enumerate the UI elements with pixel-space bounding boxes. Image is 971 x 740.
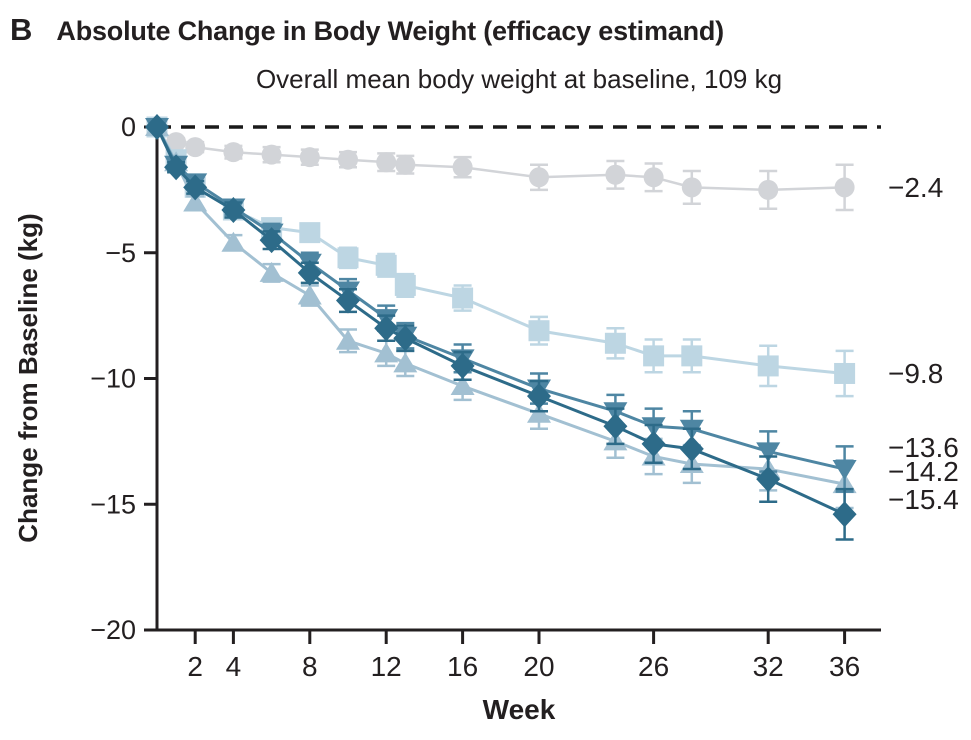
x-tick-label: 16 (447, 651, 478, 682)
end-value-label: −15.4 (888, 484, 959, 515)
panel-letter: B (10, 12, 33, 47)
end-value-label: −9.8 (888, 358, 943, 389)
data-point-marker-triangle-up (527, 402, 551, 423)
series-line (156, 126, 845, 192)
end-value-label: −14.2 (888, 456, 959, 487)
series-line (155, 126, 846, 516)
axis-lines (155, 127, 881, 632)
data-point-marker-diamond (679, 435, 704, 462)
x-axis-ticks: 2 4 8 12 16 20 26 32 36 (187, 630, 860, 682)
data-point-marker-triangle-up (393, 352, 418, 373)
data-point-marker-triangle-up (259, 261, 284, 282)
data-point-marker-circle (681, 177, 702, 198)
x-tick-label: 20 (523, 651, 554, 682)
data-point-marker-diamond (393, 325, 418, 352)
data-point-marker-circle (529, 167, 549, 188)
data-point-marker-circle (834, 177, 855, 198)
y-tick-label: 0 (121, 112, 136, 142)
data-point-marker-square (375, 254, 397, 276)
data-point-marker-diamond (374, 315, 399, 342)
y-tick-label: −15 (90, 489, 136, 519)
data-point-marker-square (337, 247, 359, 269)
data-point-marker-diamond (832, 501, 857, 528)
data-point-marker-circle (338, 149, 358, 170)
series-triangle-up-series: −14.2 (145, 116, 959, 510)
data-point-marker-triangle-up (336, 329, 360, 350)
chart-subtitle: Overall mean body weight at baseline, 10… (255, 64, 783, 94)
data-point-marker-diamond (527, 383, 551, 410)
x-tick-label: 8 (302, 651, 318, 682)
x-tick-label: 32 (753, 651, 784, 682)
end-value-label: −13.6 (888, 432, 959, 463)
data-point-marker-square (452, 287, 474, 309)
data-point-marker-triangle-up (183, 191, 208, 212)
data-point-marker-square (757, 355, 779, 377)
x-tick-label: 36 (829, 651, 860, 682)
data-point-marker-circle (166, 132, 187, 153)
data-point-marker-square (834, 362, 856, 384)
y-axis-ticks: 0 −5 −10 −15 −20 (90, 112, 157, 645)
series-diamond-series: −15.4 (145, 114, 959, 541)
data-point-marker-diamond (450, 352, 475, 379)
data-point-marker-circle (223, 142, 244, 163)
data-point-marker-diamond (336, 287, 360, 314)
y-tick-label: −5 (105, 238, 136, 268)
end-value-label: −2.4 (888, 172, 943, 203)
data-point-marker-diamond (297, 259, 322, 286)
data-point-marker-triangle-up (374, 342, 399, 363)
data-point-marker-triangle-up (221, 231, 246, 252)
series-circle-series: −2.4 (147, 117, 943, 212)
data-point-marker-circle (185, 137, 206, 158)
data-point-marker-diamond (603, 413, 628, 440)
y-tick-label: −10 (90, 364, 136, 394)
data-point-marker-diamond (641, 430, 666, 457)
data-point-marker-triangle-down (832, 460, 857, 481)
x-tick-label: 4 (226, 651, 242, 682)
x-tick-label: 2 (187, 651, 203, 682)
data-point-marker-square (604, 332, 626, 354)
data-point-marker-circle (452, 157, 473, 178)
data-point-marker-circle (758, 179, 779, 200)
data-point-marker-triangle-up (450, 375, 475, 396)
series-line (155, 126, 845, 471)
data-point-marker-diamond (756, 466, 781, 493)
data-point-marker-triangle-down (756, 442, 781, 463)
data-point-marker-diamond (164, 154, 189, 181)
data-point-marker-square (643, 345, 665, 367)
data-point-marker-square (299, 222, 321, 244)
data-point-marker-square (394, 274, 416, 296)
data-point-marker-diamond (183, 174, 208, 201)
x-tick-label: 26 (638, 651, 669, 682)
data-point-marker-triangle-up (297, 284, 322, 305)
y-tick-label: −20 (90, 615, 136, 645)
data-point-marker-circle (376, 152, 397, 173)
data-point-marker-square (681, 345, 703, 367)
series-line (155, 126, 845, 486)
data-point-marker-circle (643, 167, 664, 188)
figure-header: B Absolute Change in Body Weight (effica… (10, 12, 724, 48)
data-point-marker-diamond (145, 114, 169, 140)
data-point-marker-square (528, 320, 550, 342)
x-axis-title: Week (482, 694, 556, 725)
data-point-marker-circle (261, 144, 282, 165)
panel-title: Absolute Change in Body Weight (efficacy… (56, 16, 724, 46)
data-point-marker-circle (299, 147, 320, 168)
data-point-marker-circle (605, 164, 626, 185)
data-point-marker-circle (395, 154, 416, 175)
data-point-marker-diamond (259, 227, 284, 254)
data-point-marker-diamond (221, 196, 246, 223)
x-tick-label: 12 (371, 651, 402, 682)
series-line (155, 126, 845, 375)
series-triangle-down-series: −13.6 (145, 118, 959, 493)
